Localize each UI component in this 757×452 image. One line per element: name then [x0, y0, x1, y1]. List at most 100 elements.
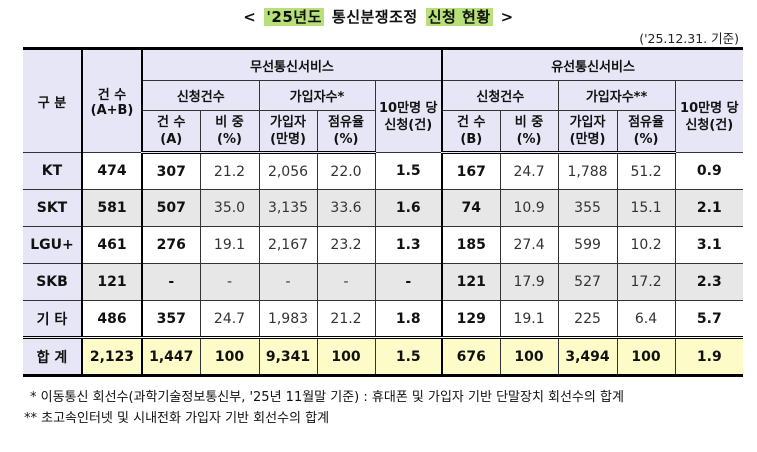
- cell-wireless-per-100k: 1.6: [374, 189, 443, 227]
- cell-wireless-per-100k: 1.5: [374, 152, 443, 190]
- cell-wireless-ratio: 24.7: [199, 300, 260, 338]
- cell-wireless-ratio: 19.1: [199, 226, 260, 264]
- footnotes: * 이동통신 회선수(과학기술정보통신부, '25년 11월말 기준) : 휴대…: [24, 387, 624, 429]
- cell-wired-ratio: 19.1: [499, 300, 559, 338]
- cell-wired-ratio: 24.7: [499, 152, 559, 190]
- cell-total: 2,123: [81, 336, 143, 376]
- cell-total: 581: [81, 189, 143, 227]
- table-row-skb: SKB 121 - - - - - 121 17.9 527 17.2 2.3: [23, 263, 744, 301]
- cell-wired-subs: 3,494: [557, 336, 618, 376]
- header-wired-subs: 가입자 (만명): [557, 110, 618, 154]
- cell-wireless-share: 33.6: [316, 189, 376, 227]
- cell-wireless-ratio: 35.0: [199, 189, 260, 227]
- title-suffix: >: [500, 8, 514, 26]
- cell-wireless-ratio: 21.2: [199, 152, 260, 190]
- header-wireless-ratio: 비 중 (%): [199, 110, 260, 154]
- cell-wired-ratio: 10.9: [499, 189, 559, 227]
- cell-wired-per-100k: 1.9: [674, 336, 744, 376]
- cell-wired-share: 100: [616, 336, 676, 376]
- basis-date: ('25.12.31. 기준): [639, 31, 739, 46]
- header-category: 구 분: [23, 48, 83, 153]
- cell-wired-subs: 527: [557, 263, 618, 301]
- cell-total: 474: [81, 152, 143, 190]
- cell-wired-per-100k: 2.3: [674, 263, 744, 301]
- cell-wired-per-100k: 5.7: [674, 300, 744, 338]
- cell-wired-per-100k: 0.9: [674, 152, 744, 190]
- cell-wireless-share: 23.2: [316, 226, 376, 264]
- header-wireless-applications: 신청건수: [141, 80, 260, 111]
- page-title: < '25년도 통신분쟁조정 신청 현황 >: [0, 6, 757, 27]
- cell-wired-ratio: 27.4: [499, 226, 559, 264]
- cell-wireless-share: 22.0: [316, 152, 376, 190]
- header-count-b: 건 수 (B): [441, 110, 501, 154]
- title-year: '25년도: [264, 8, 324, 26]
- cell-wireless-per-100k: 1.8: [374, 300, 443, 338]
- table-row-others: 기 타 486 357 24.7 1,983 21.2 1.8 129 19.1…: [23, 300, 744, 338]
- header-count-a: 건 수 (A): [141, 110, 201, 154]
- cell-wired-per-100k: 3.1: [674, 226, 744, 264]
- cell-wireless-count: -: [141, 263, 201, 301]
- cell-wireless-per-100k: 1.5: [374, 336, 443, 376]
- cell-wired-count: 129: [441, 300, 501, 338]
- table-row-skt: SKT 581 507 35.0 3,135 33.6 1.6 74 10.9 …: [23, 189, 744, 227]
- dispute-table: 구 분 건 수 (A+B) 무선통신서비스 유선통신서비스 신청건수 가입자수* …: [23, 47, 744, 377]
- header-wired-subscribers: 가입자수**: [557, 80, 676, 111]
- row-label: 기 타: [23, 300, 83, 338]
- cell-wireless-ratio: -: [199, 263, 260, 301]
- cell-wireless-per-100k: 1.3: [374, 226, 443, 264]
- cell-wired-subs: 225: [557, 300, 618, 338]
- cell-wireless-share: 21.2: [316, 300, 376, 338]
- title-prefix: <: [243, 8, 257, 26]
- cell-wireless-subs: 2,167: [258, 226, 318, 264]
- footnote-wired: ** 초고속인터넷 및 시내전화 가입자 기반 회선수의 합계: [24, 411, 330, 426]
- cell-wireless-subs: 3,135: [258, 189, 318, 227]
- cell-wireless-share: -: [316, 263, 376, 301]
- cell-wired-share: 6.4: [616, 300, 676, 338]
- cell-wired-count: 121: [441, 263, 501, 301]
- header-total-count: 건 수 (A+B): [81, 48, 143, 153]
- cell-wireless-ratio: 100: [199, 336, 260, 376]
- cell-wired-subs: 1,788: [557, 152, 618, 190]
- row-label: SKB: [23, 263, 83, 301]
- header-wired-per-100k: 10만명 당 신청(건): [674, 80, 744, 153]
- header-wireless-subscribers: 가입자수*: [258, 80, 376, 111]
- cell-wireless-count: 276: [141, 226, 201, 264]
- cell-wired-subs: 355: [557, 189, 618, 227]
- header-wireless-per-100k: 10만명 당 신청(건): [374, 80, 443, 153]
- cell-wireless-per-100k: -: [374, 263, 443, 301]
- header-wired-ratio: 비 중 (%): [499, 110, 559, 154]
- cell-wired-count: 676: [441, 336, 501, 376]
- header-wired-applications: 신청건수: [441, 80, 559, 111]
- cell-wireless-count: 507: [141, 189, 201, 227]
- cell-wireless-share: 100: [316, 336, 376, 376]
- header-wireless-share: 점유율 (%): [316, 110, 376, 154]
- cell-wireless-count: 1,447: [141, 336, 201, 376]
- row-label: 합 계: [23, 336, 83, 376]
- cell-wireless-subs: 1,983: [258, 300, 318, 338]
- cell-wireless-count: 307: [141, 152, 201, 190]
- cell-wired-share: 17.2: [616, 263, 676, 301]
- cell-total: 461: [81, 226, 143, 264]
- header-wired-share: 점유율 (%): [616, 110, 676, 154]
- cell-wired-count: 185: [441, 226, 501, 264]
- cell-wireless-subs: 2,056: [258, 152, 318, 190]
- cell-total: 486: [81, 300, 143, 338]
- row-label: KT: [23, 152, 83, 190]
- cell-wired-share: 10.2: [616, 226, 676, 264]
- header-wireless: 무선통신서비스: [140, 48, 443, 81]
- footnote-wireless: * 이동통신 회선수(과학기술정보통신부, '25년 11월말 기준) : 휴대…: [30, 390, 624, 405]
- cell-wired-share: 51.2: [616, 152, 676, 190]
- cell-wired-share: 15.1: [616, 189, 676, 227]
- row-label: LGU+: [23, 226, 83, 264]
- cell-wired-count: 74: [441, 189, 501, 227]
- table-row-lgu: LGU+ 461 276 19.1 2,167 23.2 1.3 185 27.…: [23, 226, 744, 264]
- table-row-kt: KT 474 307 21.2 2,056 22.0 1.5 167 24.7 …: [23, 152, 744, 190]
- cell-wireless-subs: 9,341: [258, 336, 318, 376]
- header-wireless-subs: 가입자 (만명): [258, 110, 318, 154]
- cell-wireless-count: 357: [141, 300, 201, 338]
- title-middle: 통신분쟁조정: [331, 8, 418, 26]
- header-wired: 유선통신서비스: [441, 48, 744, 81]
- title-highlight: 신청 현황: [425, 8, 493, 26]
- cell-wired-per-100k: 2.1: [674, 189, 744, 227]
- row-label: SKT: [23, 189, 83, 227]
